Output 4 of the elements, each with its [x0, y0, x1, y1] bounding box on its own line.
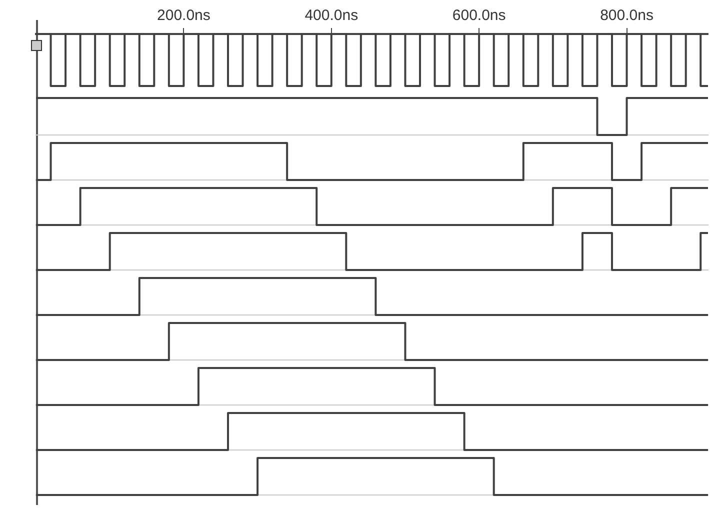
x-tick-label: 600.0ns	[452, 7, 506, 24]
x-tick-label: 200.0ns	[156, 7, 210, 24]
x-tick-label: 400.0ns	[304, 7, 358, 24]
x-tick-label: 800.0ns	[600, 7, 654, 24]
